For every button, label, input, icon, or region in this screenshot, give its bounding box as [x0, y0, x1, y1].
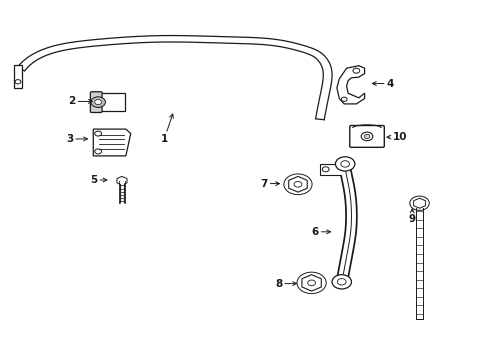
- Text: 1: 1: [161, 114, 173, 144]
- Circle shape: [95, 100, 102, 105]
- Text: 10: 10: [386, 132, 407, 142]
- Text: 2: 2: [68, 96, 92, 107]
- Polygon shape: [301, 275, 321, 291]
- Polygon shape: [93, 129, 130, 156]
- Bar: [14, 65, 22, 88]
- Circle shape: [331, 275, 351, 289]
- Polygon shape: [288, 176, 306, 192]
- Text: 4: 4: [371, 78, 393, 89]
- Polygon shape: [413, 198, 425, 208]
- FancyBboxPatch shape: [349, 126, 384, 147]
- Circle shape: [335, 157, 354, 171]
- Polygon shape: [117, 176, 127, 185]
- Polygon shape: [336, 66, 364, 104]
- Text: 8: 8: [274, 279, 296, 289]
- Circle shape: [364, 134, 369, 139]
- Bar: [319, 164, 341, 175]
- Text: 5: 5: [90, 175, 107, 185]
- Text: 7: 7: [260, 179, 279, 189]
- Text: 6: 6: [311, 227, 330, 237]
- Text: 9: 9: [408, 209, 415, 224]
- Circle shape: [91, 97, 105, 108]
- FancyBboxPatch shape: [90, 92, 102, 112]
- Text: 3: 3: [66, 134, 87, 144]
- Polygon shape: [99, 93, 124, 111]
